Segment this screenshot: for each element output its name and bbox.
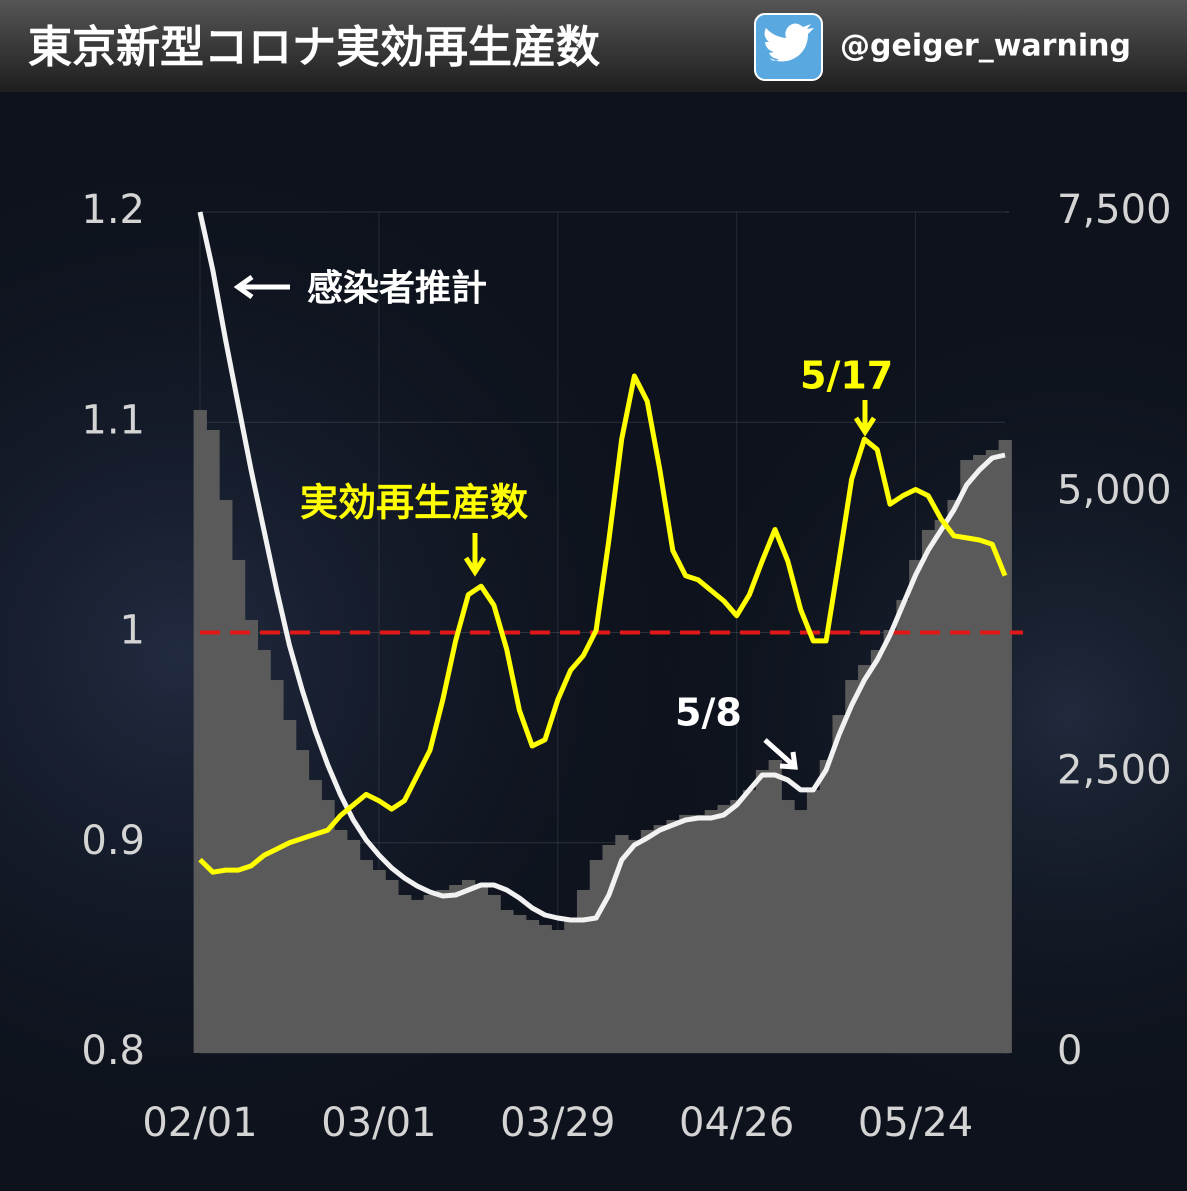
bar — [704, 810, 718, 1053]
bar — [500, 910, 514, 1053]
bar — [781, 800, 795, 1053]
bar — [794, 810, 808, 1053]
annotation: 5/8 — [675, 691, 742, 735]
y2-tick-label: 7,500 — [1057, 187, 1172, 233]
annotation-arrow — [463, 533, 487, 577]
plot-area: 0.8 0.9 1 1.1 1.2 0 2,500 5,000 7,500 02/01 03/01 0… — [81, 187, 1171, 1146]
bar — [653, 825, 667, 1053]
bar — [640, 829, 655, 1053]
y-tick-label: 0.8 — [81, 1028, 145, 1074]
bar — [219, 499, 233, 1054]
account-handle: @geiger_warning — [840, 29, 1131, 64]
bar — [985, 450, 1000, 1053]
bar — [474, 885, 488, 1053]
bar — [193, 410, 207, 1053]
bar — [806, 789, 821, 1053]
bar — [385, 879, 399, 1053]
line — [197, 211, 1006, 923]
header-bar — [0, 0, 1187, 92]
bar — [845, 680, 859, 1053]
bar — [589, 860, 603, 1053]
bar — [283, 719, 297, 1053]
bar — [461, 879, 476, 1053]
bar — [755, 769, 770, 1053]
bar — [295, 750, 310, 1053]
y-tick-label: 1.2 — [81, 187, 145, 233]
bar — [628, 839, 642, 1053]
bar — [321, 800, 335, 1053]
bar — [768, 759, 782, 1053]
bar — [487, 895, 501, 1053]
bar — [346, 839, 361, 1053]
annotation-arrow — [763, 738, 798, 770]
x-tick-label: 03/01 — [321, 1100, 436, 1146]
series-label: 感染者推計 — [307, 268, 487, 309]
bar — [423, 895, 437, 1053]
x-tick-label: 04/26 — [679, 1100, 794, 1146]
bar — [973, 454, 987, 1053]
bar — [832, 715, 846, 1053]
x-tick-label: 05/24 — [858, 1100, 973, 1146]
bar — [334, 829, 348, 1053]
y2-tick-label: 5,000 — [1057, 467, 1172, 513]
bar — [743, 789, 757, 1053]
y-tick-label: 1 — [120, 608, 145, 654]
bar — [947, 499, 961, 1054]
series-label: 実効再生産数 — [300, 481, 528, 525]
bar — [691, 814, 706, 1053]
bar — [308, 779, 322, 1053]
bar — [819, 759, 833, 1053]
bar — [679, 814, 693, 1053]
bar — [730, 800, 744, 1053]
bar — [244, 619, 258, 1053]
bar — [513, 914, 527, 1053]
twitter-icon — [754, 13, 823, 81]
bar — [538, 924, 552, 1053]
bar — [257, 649, 271, 1053]
bar — [615, 835, 629, 1053]
bar — [398, 895, 412, 1053]
bar — [858, 665, 872, 1053]
bar — [921, 530, 936, 1053]
line — [198, 373, 1008, 875]
bar — [436, 889, 450, 1053]
y2-tick-label: 2,500 — [1057, 748, 1172, 794]
annotation: 5/17 — [800, 354, 893, 398]
bar — [372, 869, 386, 1053]
bar — [998, 439, 1012, 1054]
bar — [206, 429, 220, 1054]
bar — [449, 885, 463, 1053]
bar — [666, 819, 680, 1053]
x-tick-label: 02/01 — [142, 1100, 257, 1146]
annotation-arrow — [853, 400, 877, 437]
bar — [359, 860, 373, 1053]
bar — [576, 889, 591, 1053]
y-tick-label: 1.1 — [81, 397, 145, 443]
bar — [960, 460, 974, 1053]
bar — [270, 680, 284, 1053]
chart-title: 東京新型コロナ実効再生産数 — [28, 22, 600, 73]
bar — [564, 920, 578, 1053]
bar — [896, 599, 910, 1053]
bar — [551, 929, 565, 1053]
y-tick-label: 0.9 — [81, 818, 145, 864]
bar — [870, 649, 885, 1053]
bar — [934, 520, 948, 1053]
bar — [410, 899, 425, 1053]
x-tick-label: 03/29 — [500, 1100, 615, 1146]
bar — [883, 630, 897, 1053]
annotation-arrow — [233, 274, 290, 300]
bar — [525, 920, 540, 1053]
bar — [909, 559, 923, 1053]
bar — [231, 559, 246, 1053]
bar — [717, 804, 731, 1053]
y2-tick-label: 0 — [1057, 1028, 1082, 1074]
